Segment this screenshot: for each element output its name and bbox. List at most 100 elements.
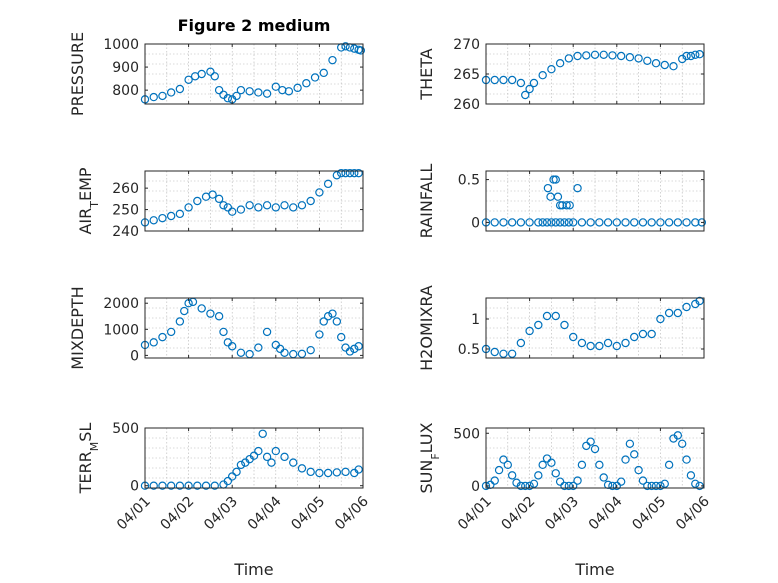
data-point [555, 201, 565, 210]
data-point [345, 347, 355, 356]
data-point [682, 455, 691, 464]
data-point [616, 51, 626, 61]
data-point [328, 55, 337, 65]
data-point [673, 308, 683, 318]
data-point [682, 51, 691, 61]
data-point [521, 90, 530, 100]
data-point [573, 51, 582, 61]
data-point [569, 218, 578, 227]
data-point [254, 343, 263, 352]
data-point [695, 296, 704, 306]
y-tick-label: 1 [471, 312, 480, 328]
data-point [184, 203, 193, 212]
data-point [210, 481, 219, 490]
data-point [262, 452, 272, 462]
data-point [516, 78, 526, 88]
axes-frame [144, 297, 364, 359]
data-point [686, 471, 696, 480]
data-point [175, 84, 185, 94]
data-point [499, 349, 508, 358]
data-point [656, 314, 665, 324]
data-point [356, 46, 366, 55]
data-point [555, 59, 565, 68]
data-point [651, 59, 661, 68]
data-point [577, 460, 587, 470]
data-point [638, 476, 648, 485]
data-point [564, 54, 574, 63]
y-tick-label: 0.5 [458, 342, 480, 358]
data-point [245, 201, 254, 210]
data-point [553, 192, 563, 201]
data-point [562, 201, 571, 210]
data-point [214, 85, 224, 95]
data-point [603, 218, 613, 227]
data-point [306, 196, 315, 206]
data-point [534, 320, 543, 330]
y-tick-label: 1000 [103, 322, 139, 338]
axes-frame [485, 170, 705, 232]
y-tick-label: 500 [112, 421, 139, 437]
data-point [542, 454, 552, 463]
data-point [323, 468, 333, 478]
subplot-mixdepth: 0 1000 2000 MIXDEPTH [68, 286, 364, 370]
data-point [549, 175, 558, 184]
data-point [612, 218, 622, 227]
data-point [503, 460, 512, 470]
data-point [267, 458, 276, 467]
y-tick-label: 265 [453, 67, 480, 83]
data-point [586, 341, 595, 351]
data-point [149, 92, 158, 102]
subplot-h2omixra: 0.5 1 H2OMIXRA [417, 285, 705, 371]
y-axis-label: PRESSURE [68, 32, 87, 116]
data-point [616, 477, 626, 486]
data-point [651, 481, 661, 491]
data-point [332, 317, 342, 326]
data-point [175, 209, 185, 219]
data-point [507, 471, 517, 480]
data-point [271, 203, 280, 212]
data-point [521, 481, 530, 491]
data-point [595, 341, 604, 351]
data-point [643, 481, 652, 491]
data-point [328, 309, 337, 318]
data-point [323, 312, 333, 321]
axes-frame [485, 427, 705, 489]
data-point [354, 342, 363, 351]
data-point [599, 473, 608, 482]
data-point [569, 332, 578, 342]
data-point [197, 304, 206, 313]
y-tick-label: 0 [130, 479, 139, 495]
data-point [293, 83, 302, 93]
data-point [350, 344, 359, 354]
data-point [612, 481, 622, 491]
data-point [695, 50, 704, 59]
data-point [630, 450, 639, 459]
data-point [201, 481, 211, 490]
axes-frame [144, 43, 364, 105]
data-point [582, 51, 591, 60]
x-axis-label: Time [233, 560, 273, 579]
data-point [595, 218, 604, 227]
data-point [297, 201, 307, 210]
y-tick-label: 2000 [103, 296, 139, 312]
data-point [166, 211, 176, 221]
data-point [507, 349, 517, 358]
data-point [193, 481, 202, 490]
data-point [630, 218, 639, 227]
data-point [227, 342, 237, 351]
data-point [494, 465, 504, 475]
data-point [590, 444, 600, 454]
data-point [214, 194, 224, 204]
data-point [516, 338, 526, 348]
y-tick-label: 900 [112, 60, 139, 76]
data-point [149, 338, 158, 347]
data-point [538, 460, 547, 470]
data-point [208, 190, 217, 199]
data-point [345, 168, 355, 178]
data-point [569, 481, 578, 491]
data-point [621, 455, 630, 464]
y-axis-label: TERRMSL [76, 423, 101, 495]
data-point [621, 338, 630, 348]
y-tick-label: 240 [112, 224, 139, 240]
data-point [686, 51, 696, 61]
